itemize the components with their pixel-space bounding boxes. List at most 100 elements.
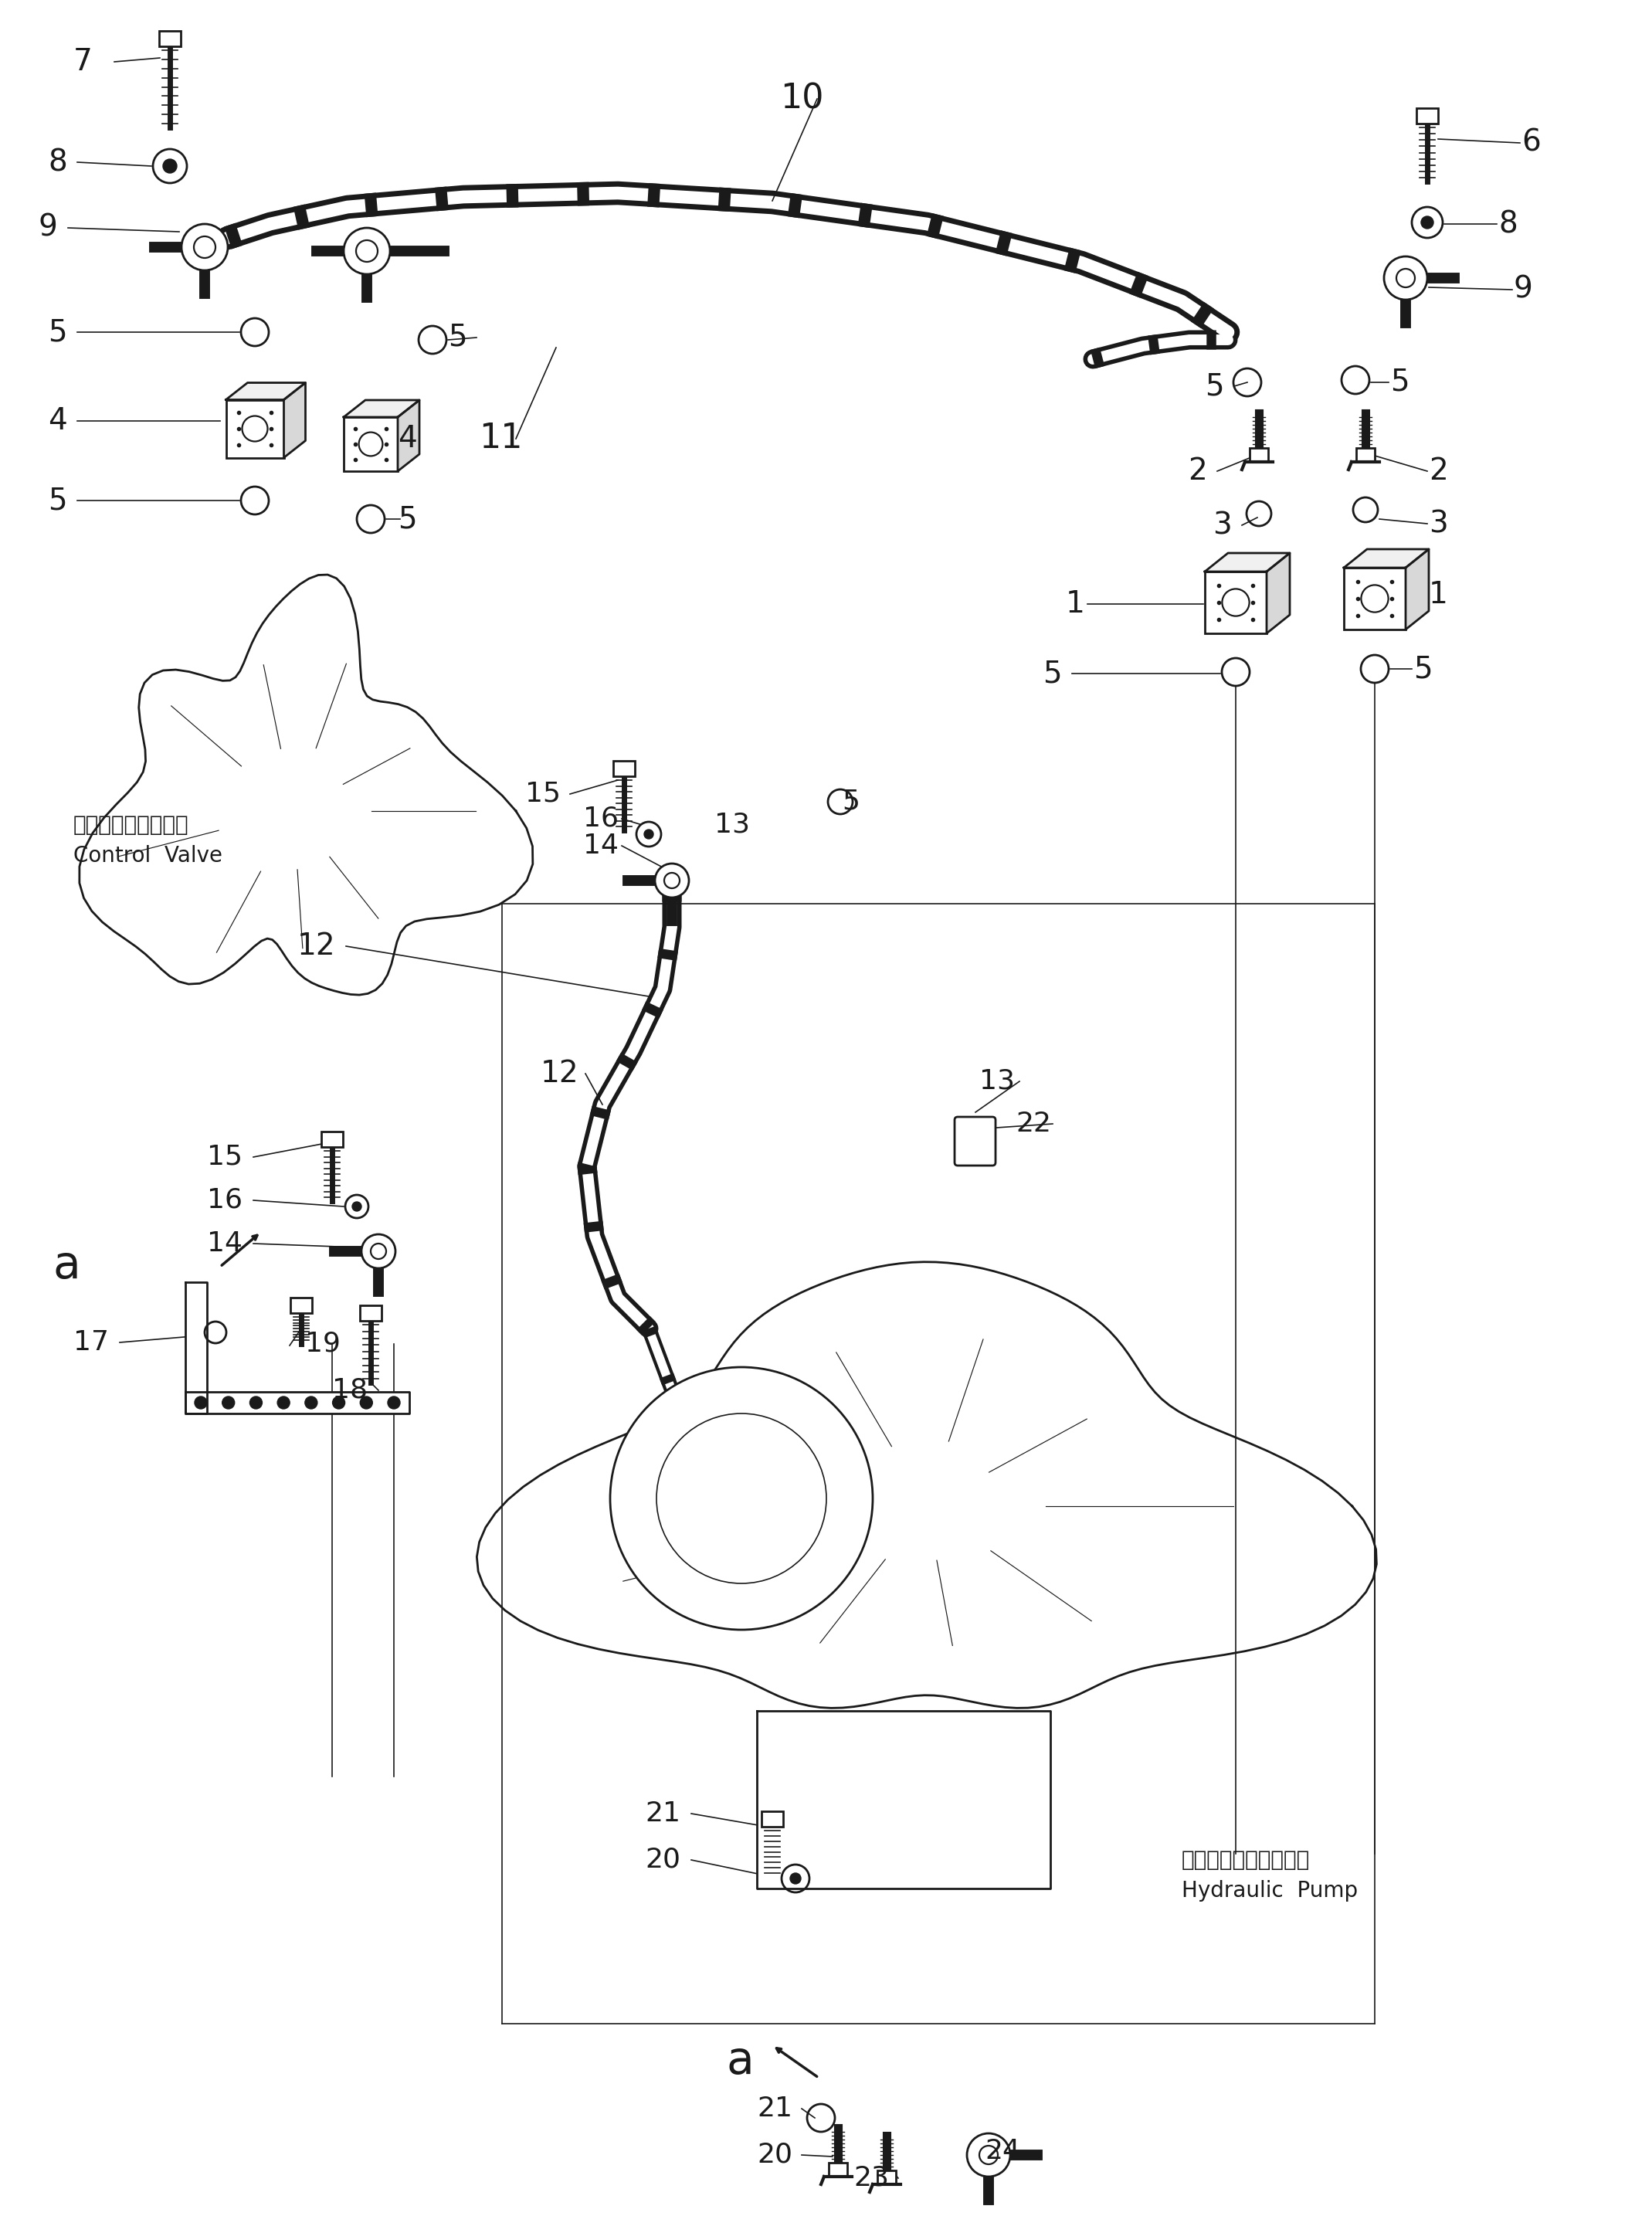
Circle shape bbox=[360, 1396, 372, 1409]
Circle shape bbox=[1412, 208, 1442, 239]
Polygon shape bbox=[1204, 572, 1267, 634]
FancyBboxPatch shape bbox=[1249, 449, 1269, 462]
Text: 17: 17 bbox=[73, 1329, 109, 1355]
Circle shape bbox=[636, 822, 661, 846]
Text: 4: 4 bbox=[48, 406, 68, 435]
Circle shape bbox=[781, 1865, 809, 1891]
Text: 7: 7 bbox=[73, 47, 93, 76]
Circle shape bbox=[352, 1201, 362, 1210]
Text: 8: 8 bbox=[48, 147, 68, 176]
FancyBboxPatch shape bbox=[877, 2170, 895, 2184]
Text: 5: 5 bbox=[843, 788, 859, 815]
Text: a: a bbox=[53, 1244, 81, 1286]
Text: 21: 21 bbox=[644, 1800, 681, 1827]
Text: 12: 12 bbox=[297, 931, 335, 960]
Circle shape bbox=[654, 864, 689, 898]
Text: 4: 4 bbox=[398, 424, 416, 453]
Text: Hydraulic  Pump: Hydraulic Pump bbox=[1181, 1880, 1358, 1903]
Text: 15: 15 bbox=[525, 782, 560, 806]
Polygon shape bbox=[477, 1262, 1376, 1708]
Text: 15: 15 bbox=[206, 1143, 243, 1170]
Text: 18: 18 bbox=[332, 1378, 368, 1405]
Polygon shape bbox=[284, 382, 306, 458]
Text: 13: 13 bbox=[980, 1067, 1014, 1094]
Text: 1: 1 bbox=[1429, 581, 1449, 610]
FancyBboxPatch shape bbox=[159, 31, 180, 47]
Text: 3: 3 bbox=[1429, 509, 1447, 538]
Text: 22: 22 bbox=[1016, 1110, 1051, 1137]
Text: 20: 20 bbox=[644, 1847, 681, 1873]
Text: Control  Valve: Control Valve bbox=[73, 844, 223, 866]
Circle shape bbox=[195, 1396, 206, 1409]
Text: 20: 20 bbox=[757, 2141, 793, 2168]
Text: 6: 6 bbox=[1521, 127, 1541, 159]
Polygon shape bbox=[344, 418, 398, 471]
Polygon shape bbox=[226, 400, 284, 458]
FancyBboxPatch shape bbox=[955, 1116, 996, 1166]
Circle shape bbox=[388, 1396, 400, 1409]
FancyBboxPatch shape bbox=[291, 1297, 312, 1313]
Polygon shape bbox=[1343, 567, 1406, 630]
Text: 24: 24 bbox=[985, 2137, 1021, 2164]
Circle shape bbox=[644, 828, 654, 840]
Circle shape bbox=[790, 1873, 801, 1885]
Polygon shape bbox=[398, 400, 420, 471]
Polygon shape bbox=[185, 1282, 206, 1413]
Circle shape bbox=[154, 150, 187, 183]
Text: 5: 5 bbox=[48, 317, 66, 346]
Text: 16: 16 bbox=[583, 806, 618, 833]
Text: ハイドロリックポンプ: ハイドロリックポンプ bbox=[1181, 1849, 1310, 1871]
Text: 14: 14 bbox=[206, 1230, 243, 1257]
FancyBboxPatch shape bbox=[1356, 449, 1374, 462]
Text: 11: 11 bbox=[479, 422, 522, 456]
Text: 5: 5 bbox=[398, 505, 416, 534]
Polygon shape bbox=[344, 400, 420, 418]
FancyBboxPatch shape bbox=[829, 2164, 847, 2177]
Text: 5: 5 bbox=[1414, 654, 1432, 683]
Circle shape bbox=[278, 1396, 289, 1409]
Text: 10: 10 bbox=[780, 83, 824, 116]
Text: 12: 12 bbox=[540, 1058, 578, 1087]
Circle shape bbox=[345, 1195, 368, 1217]
Polygon shape bbox=[1204, 554, 1290, 572]
Text: 9: 9 bbox=[1513, 275, 1533, 304]
Circle shape bbox=[249, 1396, 263, 1409]
Circle shape bbox=[164, 159, 177, 172]
Polygon shape bbox=[1343, 549, 1429, 567]
Text: 5: 5 bbox=[448, 324, 468, 353]
Text: 5: 5 bbox=[48, 487, 66, 516]
Text: 23: 23 bbox=[854, 2166, 889, 2191]
Text: 5: 5 bbox=[1204, 371, 1224, 402]
Text: 2: 2 bbox=[1188, 456, 1208, 487]
Text: 14: 14 bbox=[583, 833, 618, 860]
Circle shape bbox=[1384, 257, 1427, 299]
Circle shape bbox=[306, 1396, 317, 1409]
Circle shape bbox=[223, 1396, 235, 1409]
Circle shape bbox=[966, 2133, 1011, 2177]
Polygon shape bbox=[79, 574, 532, 996]
Text: 19: 19 bbox=[306, 1331, 340, 1358]
Text: 8: 8 bbox=[1498, 210, 1518, 239]
Circle shape bbox=[362, 1235, 395, 1268]
Polygon shape bbox=[226, 382, 306, 400]
Circle shape bbox=[344, 228, 390, 275]
Circle shape bbox=[332, 1396, 345, 1409]
Circle shape bbox=[1421, 217, 1434, 228]
Text: 5: 5 bbox=[1391, 368, 1409, 397]
Text: 21: 21 bbox=[757, 2095, 793, 2121]
FancyBboxPatch shape bbox=[762, 1811, 783, 1827]
FancyBboxPatch shape bbox=[360, 1306, 382, 1320]
Text: 1: 1 bbox=[1066, 590, 1085, 619]
Circle shape bbox=[610, 1367, 872, 1630]
Text: コントロールバルブ: コントロールバルブ bbox=[73, 815, 188, 835]
FancyBboxPatch shape bbox=[613, 761, 634, 777]
Polygon shape bbox=[1267, 554, 1290, 634]
Text: 16: 16 bbox=[206, 1188, 243, 1213]
FancyBboxPatch shape bbox=[320, 1132, 344, 1148]
Text: 2: 2 bbox=[1429, 456, 1447, 487]
Circle shape bbox=[182, 223, 228, 270]
Text: 5: 5 bbox=[1042, 659, 1062, 688]
Text: 9: 9 bbox=[38, 212, 58, 243]
Text: 3: 3 bbox=[1213, 511, 1232, 540]
FancyBboxPatch shape bbox=[1416, 107, 1439, 123]
